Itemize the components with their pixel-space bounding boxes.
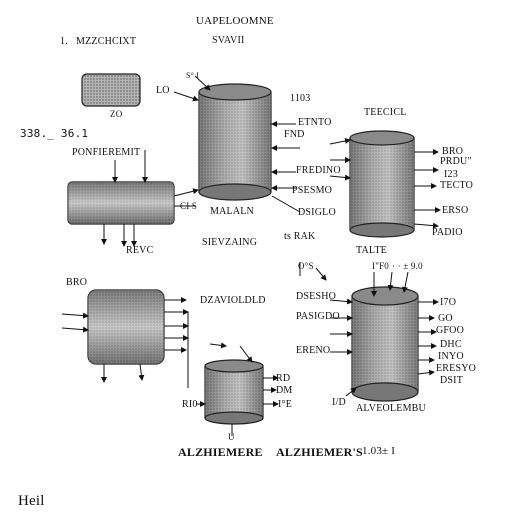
right-lower-cylinder: [351, 286, 419, 402]
label-1103: 1103: [290, 93, 311, 104]
label-talte: TALTE: [356, 245, 387, 256]
leader-lines: [61, 75, 441, 436]
label-erso: ERSO: [442, 205, 469, 216]
label-pseseno: PSESMO: [292, 185, 333, 196]
lower-center-cylinder: [204, 359, 264, 425]
label-ci-s: CI S: [180, 201, 198, 211]
label-gfoo: GFOO: [436, 325, 465, 336]
caption-alzhiemere: ALZHIEMERE: [178, 445, 263, 459]
label-fo: I"F0: [372, 261, 389, 271]
label-twenty: ZO: [110, 109, 123, 119]
label-padio: PADIO: [432, 227, 463, 238]
top-left-block: [81, 73, 141, 107]
label-ereno: ERENO: [296, 345, 331, 356]
lower-left-block: [87, 289, 165, 365]
label-malaln: MALALN: [210, 206, 254, 217]
label-bro: BRO: [442, 146, 464, 157]
horizontal-block: [67, 181, 175, 225]
side-number: 338._ 36.1: [20, 127, 89, 140]
bottom-signature: Heil: [18, 493, 45, 509]
right-cylinder: [349, 130, 415, 238]
label-eresyo: ERESYO: [436, 363, 477, 374]
label-i7o: I7O: [440, 297, 457, 308]
label-ie: I°E: [278, 399, 293, 410]
label-small-a: S° I: [186, 71, 200, 80]
label-alveolembu: ALVEOLEMBU: [356, 403, 426, 414]
label-dsiglo: DSIGLO: [298, 207, 336, 218]
label-dzaviolded: DZAVIOLDLD: [200, 295, 266, 306]
label-o-s: O°S: [298, 261, 314, 271]
top-subtitle: SVAVII: [212, 35, 245, 46]
label-bro-left: BRO: [66, 277, 88, 288]
label-sievzaing: SIEVZAING: [202, 237, 258, 248]
label-ri0: RI0: [182, 399, 198, 410]
label-i23: I23: [444, 169, 458, 180]
label-tecto: TECTO: [440, 180, 474, 191]
label-num-right: 1.03± I: [362, 445, 396, 457]
label-id: I/D: [332, 397, 346, 408]
label-lo: LO: [156, 85, 170, 96]
label-teecicl: TEECICL: [364, 107, 407, 118]
label-dsesho: DSESHO: [296, 291, 337, 302]
label-go: GO: [438, 313, 453, 324]
label-ponfieremit: PONFIEREMIT: [72, 147, 141, 158]
label-fredino: FREDINO: [296, 165, 341, 176]
label-top-left-caption: MZZCHCIXT: [76, 36, 137, 47]
caption-alzhiemers: ALZHIEMER'S: [276, 445, 363, 459]
label-ts-rak: ts RAK: [284, 231, 316, 242]
label-rd: RD: [276, 373, 291, 384]
top-title: UAPELOOMNE: [196, 15, 274, 27]
label-dsit: DSIT: [440, 375, 464, 386]
label-u-mark: U: [228, 432, 235, 442]
label-prdu: PRDU": [440, 156, 472, 167]
label-dhc: DHC: [440, 339, 462, 350]
label-dm: DM: [276, 385, 293, 396]
label-inyo: INYO: [438, 351, 464, 362]
label-etnto: ETNTO: [298, 117, 332, 128]
label-nine: · · ± 9.0: [392, 261, 423, 271]
label-fnd: FND: [284, 129, 305, 140]
central-cylinder: [198, 83, 272, 201]
label-revc: REVC: [126, 245, 154, 256]
label-num-one: 1.: [60, 36, 68, 47]
label-pasigdo: PASIGDO: [296, 311, 340, 322]
